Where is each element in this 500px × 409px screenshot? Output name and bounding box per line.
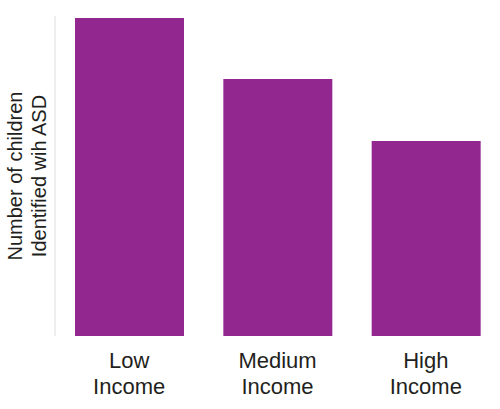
html-text:Identified wih ASD: Identified wih ASD (28, 94, 50, 258)
svg-text:MediumIncome: MediumIncome (238, 348, 316, 399)
html-text:Number of children: Number of children (4, 91, 26, 261)
svg-text:LowIncome: LowIncome (93, 348, 165, 399)
svg-text:HighIncome: HighIncome (390, 348, 462, 399)
